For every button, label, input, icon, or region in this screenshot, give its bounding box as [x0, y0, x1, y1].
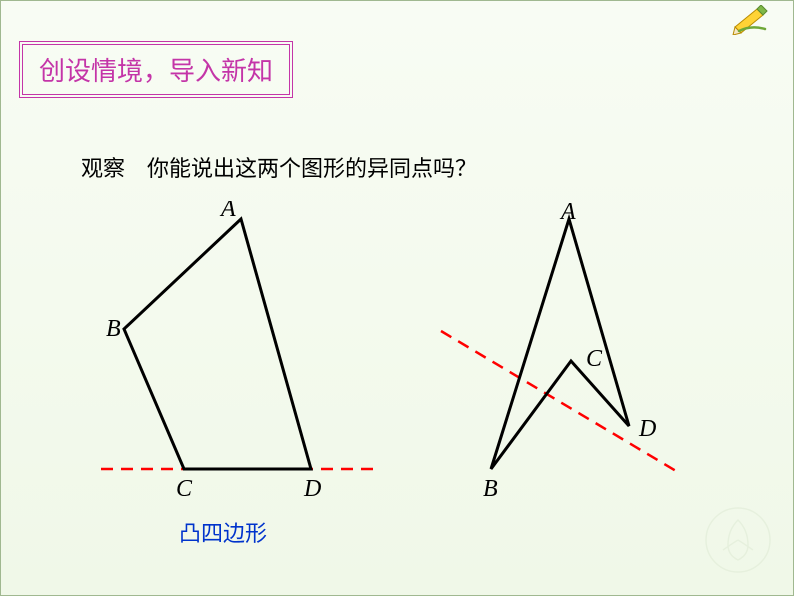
title-text: 创设情境，导入新知 — [39, 57, 273, 86]
quad-1-shape — [124, 219, 311, 469]
vertex-label-A1: A — [219, 201, 236, 222]
caption-convex: 凸四边形 — [179, 516, 267, 548]
dashed-line-2 — [441, 331, 676, 471]
vertex-label-C2: C — [586, 346, 603, 372]
concave-quadrilateral: A B C D — [441, 201, 676, 502]
quad-2-shape — [491, 219, 629, 469]
vertex-label-B2: B — [483, 476, 498, 502]
convex-quadrilateral: A B C D — [101, 201, 381, 502]
geometry-diagram: A B C D A B C D — [61, 201, 741, 511]
vertex-label-B1: B — [106, 316, 121, 342]
question-text: 观察 你能说出这两个图形的异同点吗？ — [81, 151, 477, 183]
vertex-label-C1: C — [176, 476, 193, 502]
vertex-label-A2: A — [559, 201, 576, 225]
pencil-icon — [731, 5, 773, 40]
vertex-label-D2: D — [638, 416, 656, 442]
title-box: 创设情境，导入新知 — [19, 41, 293, 98]
vertex-label-D1: D — [303, 476, 321, 502]
watermark-icon — [703, 505, 773, 580]
